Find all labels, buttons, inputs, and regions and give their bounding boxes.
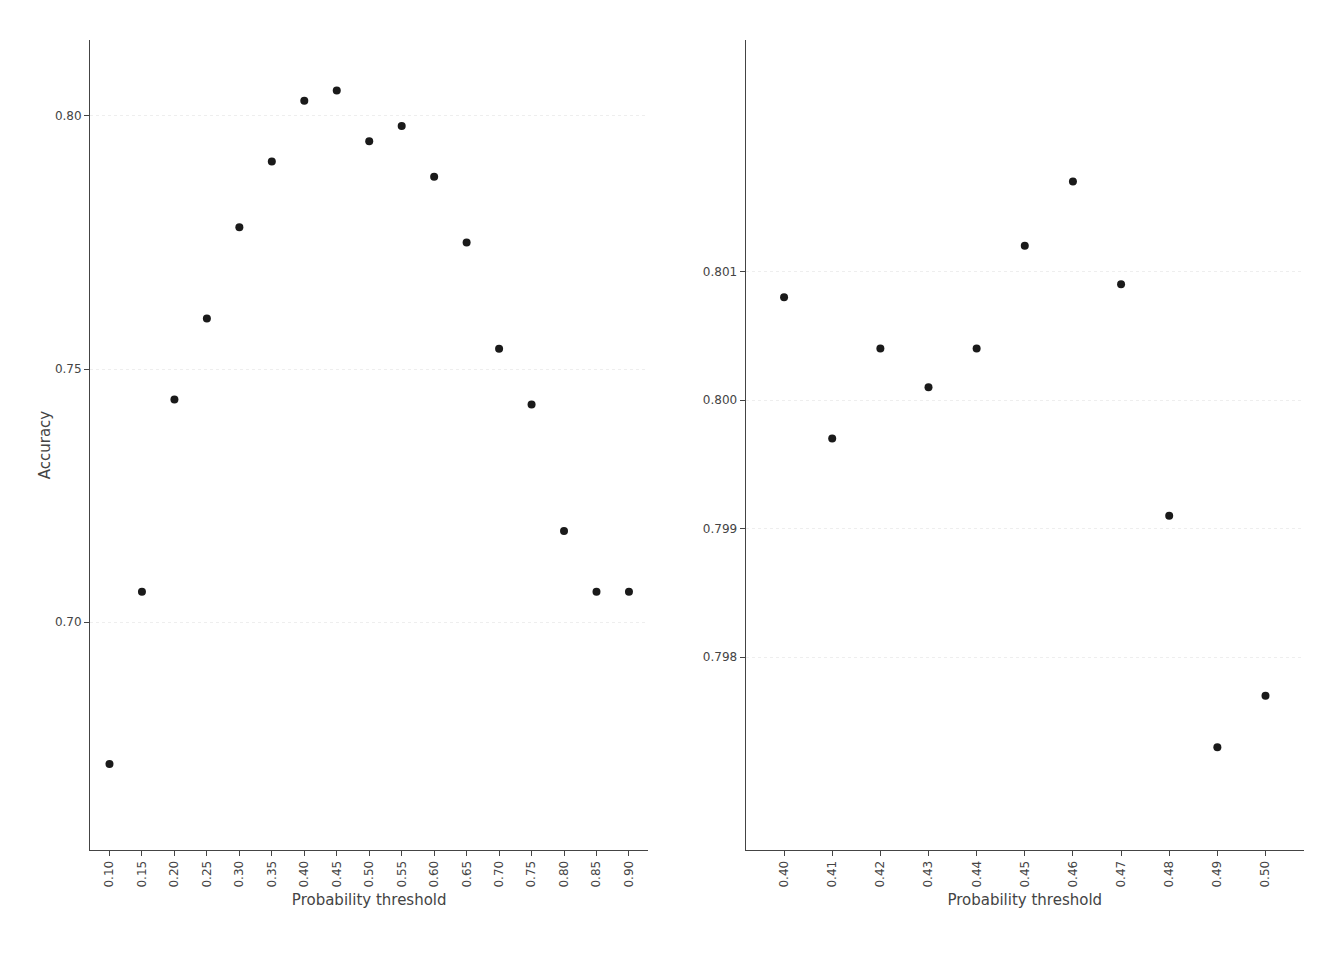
svg-text:0.20: 0.20 bbox=[167, 861, 181, 888]
svg-text:Probability threshold: Probability threshold bbox=[947, 891, 1102, 909]
svg-text:0.799: 0.799 bbox=[703, 522, 737, 536]
svg-text:0.30: 0.30 bbox=[232, 861, 246, 888]
svg-text:0.90: 0.90 bbox=[622, 861, 636, 888]
svg-text:0.80: 0.80 bbox=[557, 861, 571, 888]
svg-text:0.48: 0.48 bbox=[1162, 861, 1176, 888]
svg-text:0.801: 0.801 bbox=[703, 265, 737, 279]
svg-text:0.35: 0.35 bbox=[265, 861, 279, 888]
svg-text:0.43: 0.43 bbox=[921, 861, 935, 888]
svg-text:Accuracy: Accuracy bbox=[36, 411, 54, 480]
svg-text:0.47: 0.47 bbox=[1114, 861, 1128, 888]
svg-text:0.70: 0.70 bbox=[55, 615, 82, 629]
svg-text:0.75: 0.75 bbox=[524, 861, 538, 888]
svg-text:0.46: 0.46 bbox=[1066, 861, 1080, 888]
svg-text:0.50: 0.50 bbox=[1258, 861, 1272, 888]
svg-text:0.80: 0.80 bbox=[55, 109, 82, 123]
svg-text:0.40: 0.40 bbox=[297, 861, 311, 888]
svg-text:0.75: 0.75 bbox=[55, 362, 82, 376]
svg-text:0.40: 0.40 bbox=[777, 861, 791, 888]
svg-text:0.42: 0.42 bbox=[873, 861, 887, 888]
svg-text:0.25: 0.25 bbox=[200, 861, 214, 888]
svg-text:0.55: 0.55 bbox=[395, 861, 409, 888]
svg-text:0.45: 0.45 bbox=[330, 861, 344, 888]
svg-text:0.800: 0.800 bbox=[703, 393, 737, 407]
svg-text:0.49: 0.49 bbox=[1210, 861, 1224, 888]
svg-text:0.41: 0.41 bbox=[825, 861, 839, 888]
svg-text:0.44: 0.44 bbox=[970, 861, 984, 888]
svg-text:0.85: 0.85 bbox=[589, 861, 603, 888]
svg-text:0.60: 0.60 bbox=[427, 861, 441, 888]
svg-text:Probability threshold: Probability threshold bbox=[292, 891, 447, 909]
svg-text:0.798: 0.798 bbox=[703, 650, 737, 664]
svg-text:0.45: 0.45 bbox=[1018, 861, 1032, 888]
svg-text:0.70: 0.70 bbox=[492, 861, 506, 888]
svg-text:0.15: 0.15 bbox=[135, 861, 149, 888]
svg-text:0.65: 0.65 bbox=[460, 861, 474, 888]
svg-text:0.10: 0.10 bbox=[102, 861, 116, 888]
svg-text:0.50: 0.50 bbox=[362, 861, 376, 888]
